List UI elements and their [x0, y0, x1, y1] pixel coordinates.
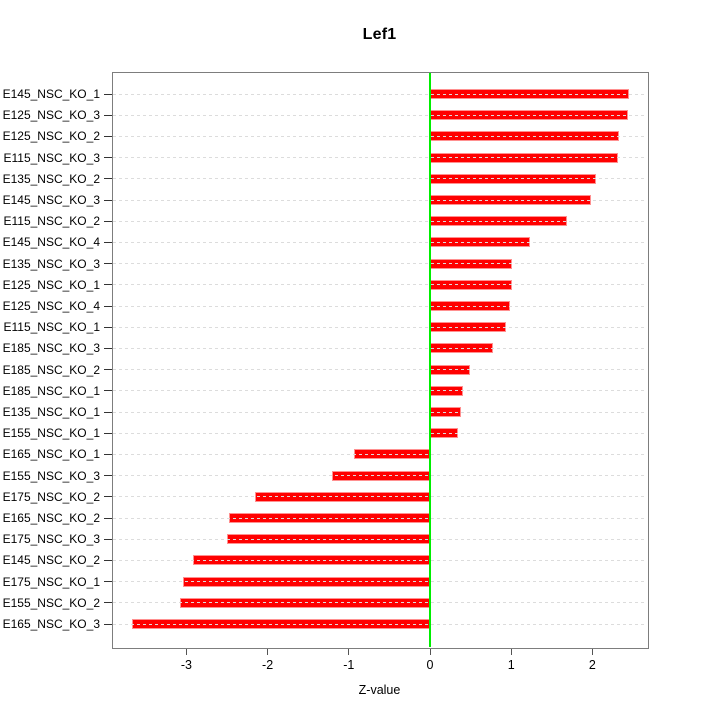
gridline: [113, 475, 646, 477]
gridline: [113, 581, 646, 583]
y-axis-tick: [104, 390, 112, 392]
x-axis-tick-label: -2: [262, 658, 274, 672]
y-axis-label: E135_NSC_KO_1: [2, 405, 100, 419]
gridline: [113, 347, 646, 349]
y-axis-label: E175_NSC_KO_3: [2, 532, 100, 547]
y-axis-tick: [104, 114, 112, 116]
gridline: [113, 453, 646, 455]
gridline: [113, 496, 646, 498]
y-axis-tick: [104, 220, 112, 222]
x-axis-tick-label: 2: [588, 658, 596, 672]
y-axis-tick: [104, 284, 112, 286]
y-axis-tick: [104, 411, 112, 413]
gridline: [113, 390, 646, 392]
y-axis-label: E175_NSC_KO_2: [2, 489, 100, 504]
y-axis-tick: [104, 178, 112, 180]
y-axis-tick: [104, 602, 112, 604]
gridline: [113, 623, 646, 625]
y-axis-label: E125_NSC_KO_3: [2, 108, 100, 123]
y-axis-label: E115_NSC_KO_1: [3, 320, 100, 335]
y-axis-label: E125_NSC_KO_1: [2, 277, 100, 292]
y-axis-tick: [104, 347, 112, 349]
y-axis-tick: [104, 475, 112, 477]
gridline: [113, 220, 646, 222]
y-axis-label: E155_NSC_KO_3: [2, 468, 100, 483]
y-axis-label: E145_NSC_KO_4: [2, 235, 100, 250]
y-axis-tick: [104, 326, 112, 328]
y-axis-label: E145_NSC_KO_2: [2, 553, 100, 568]
y-axis-tick: [104, 623, 112, 625]
gridline: [113, 602, 646, 604]
x-axis-tick: [348, 647, 350, 655]
x-axis-tick-label: 0: [426, 658, 434, 672]
y-axis-label: E145_NSC_KO_3: [2, 193, 100, 207]
x-axis-tick: [429, 647, 431, 655]
gridline: [113, 432, 646, 434]
x-axis-tick: [510, 647, 512, 655]
y-axis-label: E175_NSC_KO_1: [2, 574, 100, 589]
y-axis-tick: [104, 453, 112, 455]
x-axis-tick: [185, 647, 187, 655]
gridline: [113, 559, 646, 561]
gridline: [113, 284, 646, 286]
x-axis-title: Z-value: [358, 683, 401, 697]
y-axis-label: E155_NSC_KO_2: [2, 595, 100, 610]
y-axis-tick: [104, 135, 112, 137]
y-axis-tick: [104, 305, 112, 307]
y-axis-label: E165_NSC_KO_1: [2, 447, 100, 462]
x-axis-tick: [591, 647, 593, 655]
y-axis-tick: [104, 93, 112, 95]
y-axis-label: E145_NSC_KO_1: [2, 87, 100, 101]
x-axis-tick-label: -3: [180, 658, 192, 672]
y-axis-tick: [104, 559, 112, 561]
y-axis-label: E135_NSC_KO_2: [2, 171, 100, 186]
chart-title: Lef1: [362, 26, 397, 43]
x-axis-tick: [267, 647, 269, 655]
gridline: [113, 538, 646, 540]
gridline: [113, 369, 646, 371]
y-axis-label: E135_NSC_KO_3: [2, 256, 100, 271]
y-axis-label: E185_NSC_KO_1: [2, 383, 100, 398]
gridline: [113, 411, 646, 413]
y-axis-tick: [104, 496, 112, 498]
y-axis-label: E115_NSC_KO_2: [3, 214, 100, 229]
gridline: [113, 263, 646, 265]
y-axis-tick: [104, 199, 112, 201]
y-axis-tick: [104, 432, 112, 434]
y-axis-label: E165_NSC_KO_2: [2, 511, 100, 525]
y-axis-tick: [104, 538, 112, 540]
zero-line: [429, 71, 431, 647]
x-axis-tick-label: 1: [507, 658, 515, 672]
y-axis-tick: [104, 263, 112, 265]
y-axis-tick: [104, 241, 112, 243]
y-axis-label: E155_NSC_KO_1: [2, 426, 100, 441]
gridline: [113, 326, 646, 328]
y-axis-label: E165_NSC_KO_3: [2, 617, 100, 631]
y-axis-tick: [104, 517, 112, 519]
y-axis-label: E185_NSC_KO_3: [2, 341, 100, 356]
gridline: [113, 305, 646, 307]
gridline: [113, 157, 646, 159]
y-axis-label: E115_NSC_KO_3: [3, 150, 100, 165]
y-axis-label: E125_NSC_KO_2: [2, 129, 100, 144]
gridline: [113, 241, 646, 243]
gridline: [113, 135, 646, 137]
y-axis-tick: [104, 581, 112, 583]
y-axis-label: E125_NSC_KO_4: [2, 299, 100, 313]
gridline: [113, 517, 646, 519]
y-axis-tick: [104, 369, 112, 371]
y-axis-label: E185_NSC_KO_2: [2, 362, 100, 377]
gridline: [113, 178, 646, 180]
gridline: [113, 93, 646, 95]
gridline: [113, 199, 646, 201]
gridline: [113, 114, 646, 116]
x-axis-tick-label: -1: [343, 658, 355, 672]
y-axis-tick: [104, 157, 112, 159]
